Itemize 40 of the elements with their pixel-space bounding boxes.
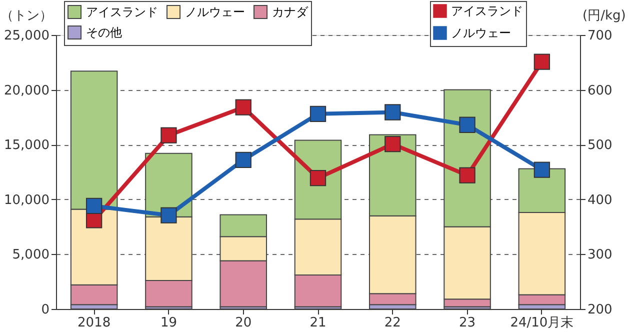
- legend-label: ノルウェー: [185, 4, 245, 19]
- legend-label: アイスランド: [451, 4, 523, 18]
- x-tick-label: 21: [310, 316, 326, 330]
- point: [86, 198, 102, 214]
- x-tick-label: 24/10月末: [510, 316, 574, 330]
- point: [459, 116, 476, 133]
- legend-label: カナダ: [272, 4, 309, 19]
- y2-tick-label: 500: [588, 138, 612, 154]
- x-tick-label: 22: [384, 316, 401, 330]
- y2-tick-label: 600: [588, 83, 612, 98]
- point: [235, 152, 252, 168]
- x-tick-label: 20: [235, 316, 252, 330]
- y-tick-label: 5,000: [12, 248, 50, 263]
- x-tick-label: 19: [160, 316, 177, 330]
- y2-tick-label: 700: [588, 28, 612, 44]
- point: [235, 99, 252, 116]
- point: [310, 106, 326, 122]
- point: [310, 170, 326, 186]
- y2-tick-label: 400: [588, 192, 612, 208]
- y2-axis-title: (円/kg): [582, 8, 626, 24]
- point: [384, 104, 401, 120]
- point: [459, 167, 476, 184]
- y2-tick-label: 200: [588, 302, 612, 318]
- point: [160, 207, 177, 224]
- point: [534, 162, 550, 178]
- x-tick-label: 2018: [78, 316, 111, 330]
- legend-label: アイスランド: [86, 4, 158, 19]
- point: [384, 136, 401, 152]
- y-tick-label: 15,000: [4, 138, 50, 154]
- x-tick-label: 23: [459, 316, 476, 330]
- point: [160, 127, 177, 144]
- y-axis-title: （トン）: [0, 8, 52, 24]
- legend-label: その他: [86, 26, 122, 40]
- y-tick-label: 20,000: [4, 83, 50, 98]
- y-tick-label: 0: [41, 302, 50, 318]
- legend-label: ノルウェー: [451, 26, 511, 40]
- y2-tick-label: 300: [588, 248, 612, 263]
- point: [534, 54, 550, 70]
- y-tick-label: 10,000: [4, 192, 50, 208]
- y-tick-label: 25,000: [4, 28, 50, 44]
